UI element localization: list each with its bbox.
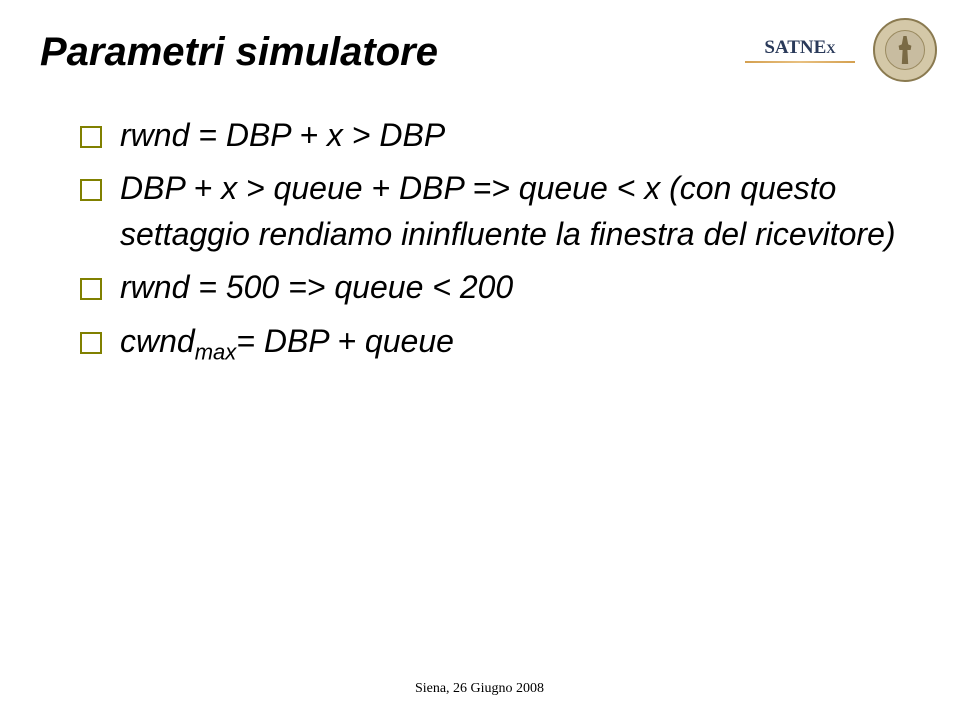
bullet-box-icon <box>80 332 102 354</box>
bullet-text: DBP + x > queue + DBP => queue < x (con … <box>120 166 919 257</box>
satnex-logo-underline <box>745 61 855 63</box>
university-seal <box>873 18 937 82</box>
bullet-text: rwnd = 500 => queue < 200 <box>120 265 919 310</box>
bullet-text: rwnd = DBP + x > DBP <box>120 113 919 158</box>
bullet-item: rwnd = DBP + x > DBP <box>80 113 919 158</box>
bullet-suffix: = DBP + queue <box>236 323 454 359</box>
seal-inner-circle <box>885 30 925 70</box>
bullet-box-icon <box>80 126 102 148</box>
satnex-logo-text: SATNEx <box>764 37 835 59</box>
logo-area: SATNEx <box>735 18 937 82</box>
bullet-subscript: max <box>195 339 237 364</box>
bullet-item: DBP + x > queue + DBP => queue < x (con … <box>80 166 919 257</box>
bullet-prefix: cwnd <box>120 323 195 359</box>
bullet-item: rwnd = 500 => queue < 200 <box>80 265 919 310</box>
bullet-item: cwndmax= DBP + queue <box>80 319 919 368</box>
bullet-box-icon <box>80 179 102 201</box>
bullet-box-icon <box>80 278 102 300</box>
slide-footer: Siena, 26 Giugno 2008 <box>0 681 959 697</box>
satnex-logo: SATNEx <box>735 25 865 75</box>
bullet-text: cwndmax= DBP + queue <box>120 319 919 368</box>
slide: SATNEx Parametri simulatore rwnd = DBP +… <box>0 0 959 717</box>
seal-figure-icon <box>897 36 913 64</box>
slide-content: rwnd = DBP + x > DBP DBP + x > queue + D… <box>40 113 919 367</box>
